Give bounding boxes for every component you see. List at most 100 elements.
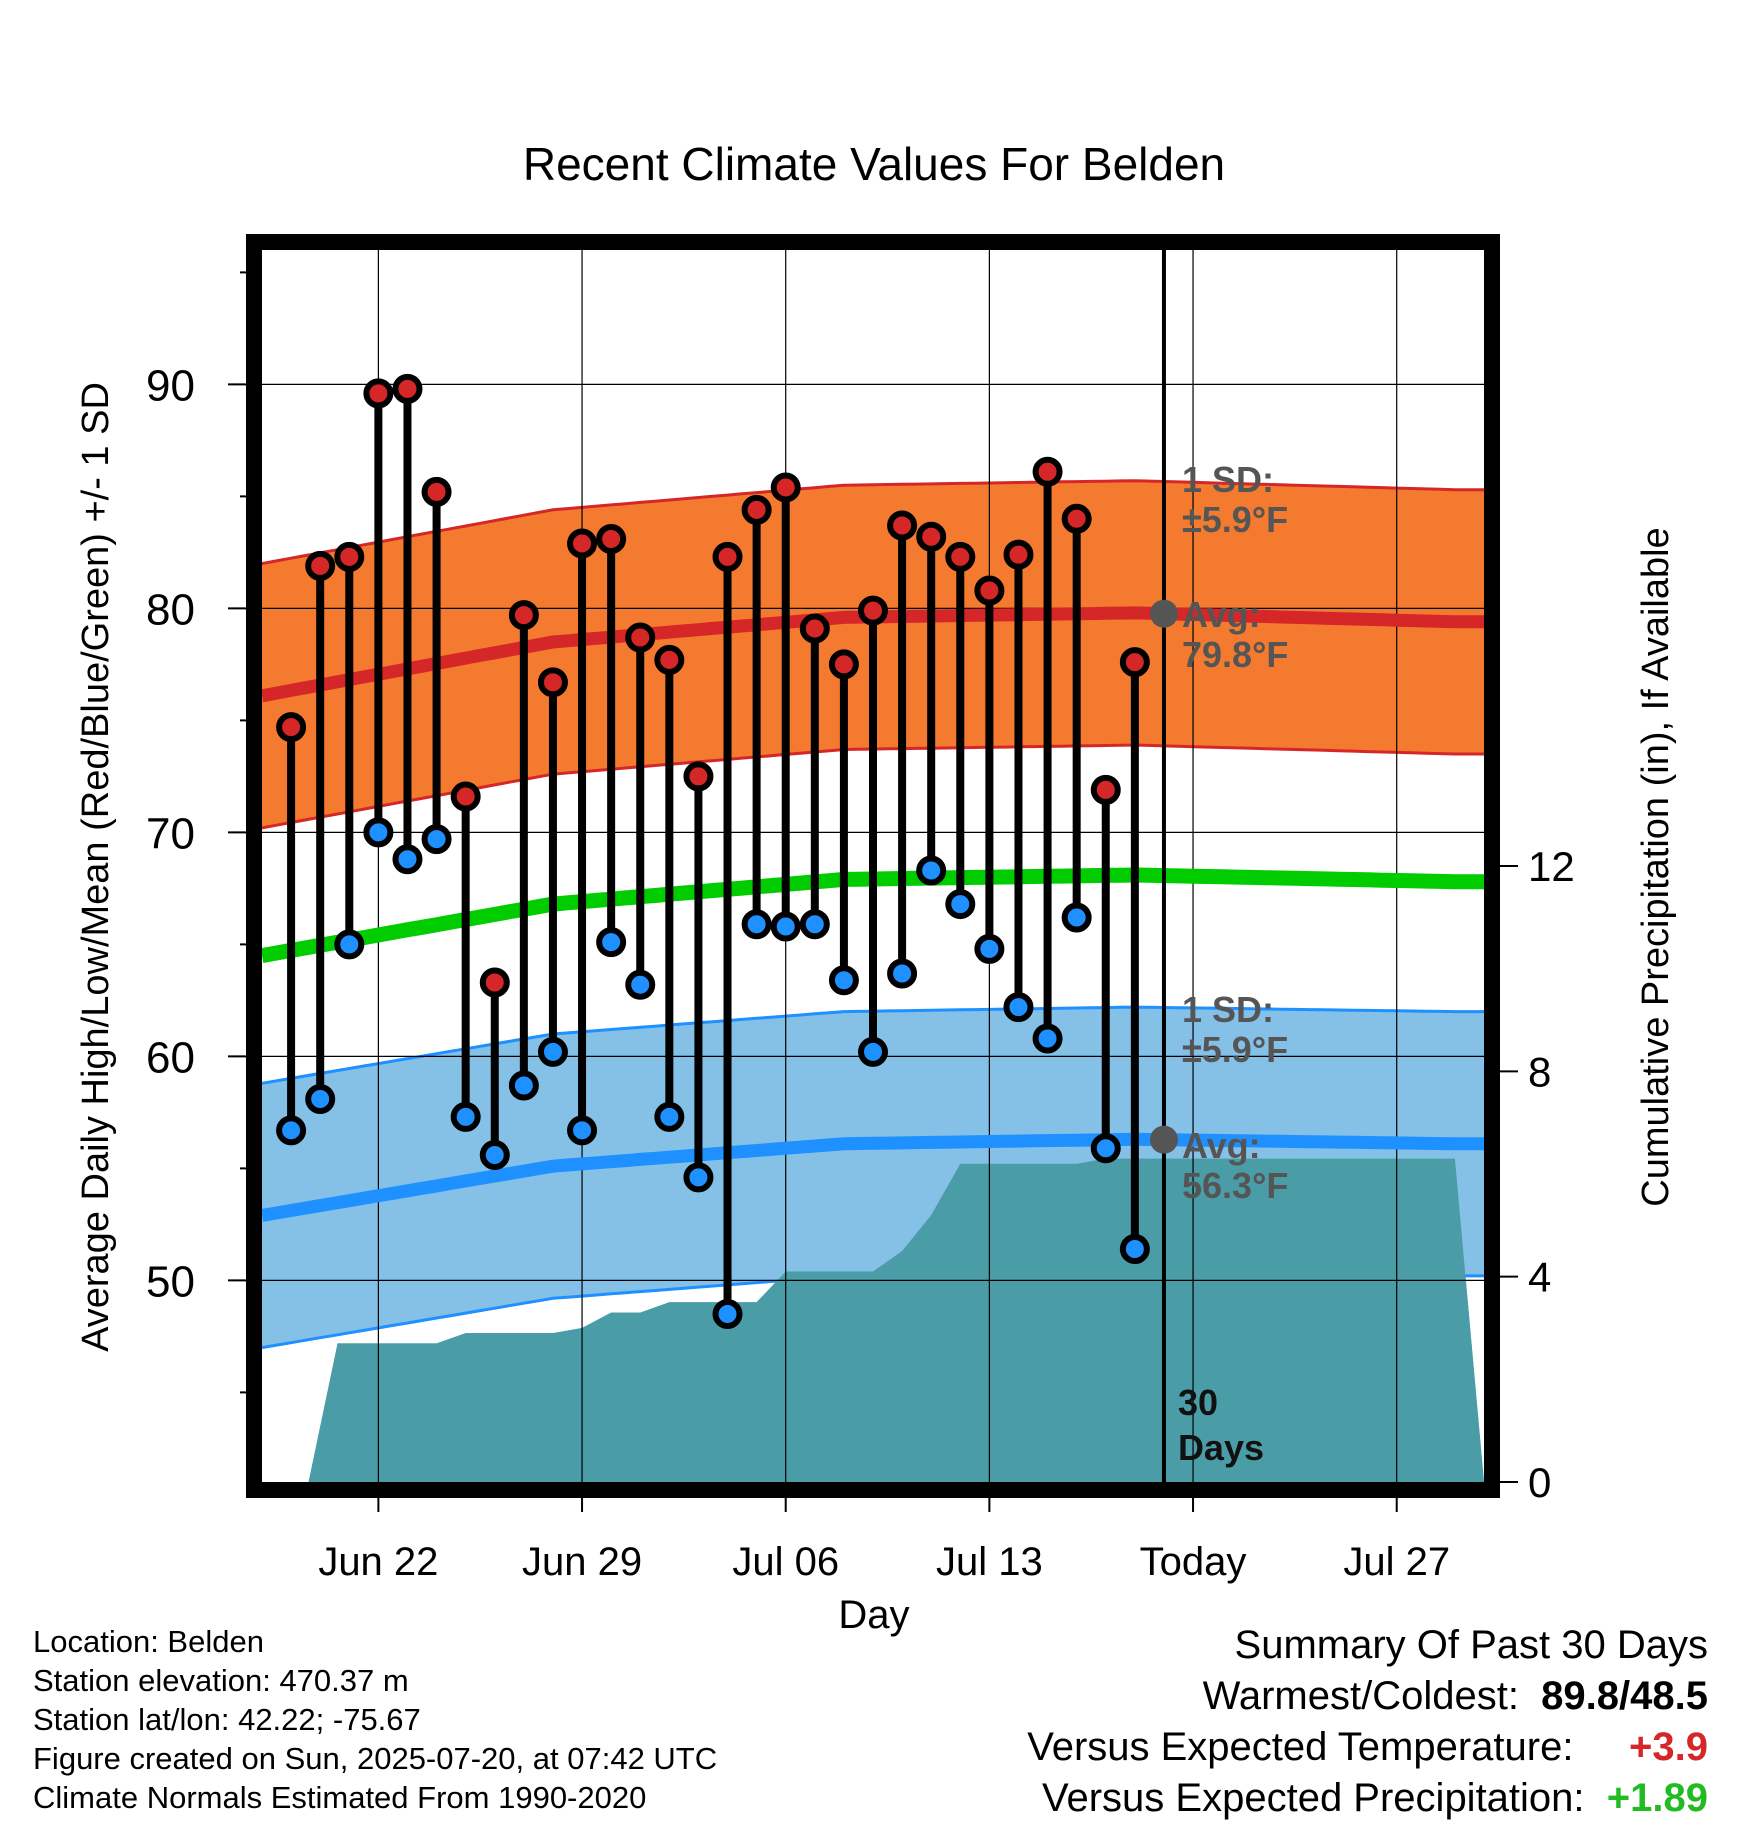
high-point — [479, 967, 510, 998]
high-point — [625, 622, 656, 653]
y-left-tick-label: 90 — [146, 361, 195, 410]
low-avg-marker — [1149, 1125, 1178, 1154]
low-point — [1090, 1133, 1121, 1164]
low-point — [1032, 1023, 1063, 1054]
created-text: Figure created on Sun, 2025-07-20, at 07… — [33, 1741, 718, 1776]
low-point — [1119, 1234, 1150, 1265]
low-point — [974, 933, 1005, 964]
low-point — [334, 929, 365, 960]
high-point — [828, 649, 859, 680]
low-point — [916, 855, 947, 886]
high-point — [1003, 539, 1034, 570]
latlon-text: Station lat/lon: 42.22; -75.67 — [33, 1702, 421, 1737]
y-right-tick-label: 8 — [1528, 1048, 1551, 1095]
x-tick-label: Today — [1140, 1540, 1247, 1584]
y-right-tick-label: 0 — [1528, 1459, 1551, 1506]
high-sd-value: ±5.9°F — [1182, 499, 1288, 540]
high-point — [276, 712, 307, 743]
summary-heading: Summary Of Past 30 Days — [1234, 1623, 1708, 1667]
high-point — [537, 667, 568, 698]
high-band-upper-edge — [261, 479, 1484, 566]
high-point — [1119, 647, 1150, 678]
high-point — [305, 550, 336, 581]
days-count-label: 30 — [1178, 1382, 1218, 1423]
summary-panel: Summary Of Past 30 Days Warmest/Coldest:… — [1027, 1620, 1708, 1824]
low-point — [828, 965, 859, 996]
summary-warmest-row: Warmest/Coldest: 89.8/48.5 — [1027, 1671, 1708, 1722]
y-axis-label-left: Average Daily High/Low/Mean (Red/Blue/Gr… — [75, 382, 117, 1352]
high-point — [508, 600, 539, 631]
high-point — [683, 761, 714, 792]
low-point — [858, 1036, 888, 1067]
high-point — [770, 472, 801, 503]
x-tick-label: Jul 06 — [732, 1540, 839, 1584]
high-point — [858, 595, 888, 626]
low-point — [712, 1299, 743, 1329]
low-point — [508, 1070, 539, 1101]
y-left-tick-label: 80 — [146, 585, 195, 634]
precip-label: Versus Expected Precipitation: — [1042, 1776, 1585, 1820]
location-text: Location: Belden — [33, 1624, 264, 1659]
high-point — [567, 528, 598, 559]
high-point — [974, 575, 1005, 606]
high-point — [1090, 774, 1121, 805]
low-point — [479, 1139, 510, 1170]
x-tick-label: Jun 22 — [318, 1540, 438, 1584]
low-point — [305, 1083, 336, 1114]
low-avg-value: 56.3°F — [1182, 1165, 1288, 1206]
warmest-label: Warmest/Coldest: — [1202, 1674, 1519, 1718]
x-tick-label: Jul 27 — [1343, 1540, 1450, 1584]
low-point — [276, 1115, 307, 1146]
low-avg-label: Avg: — [1182, 1125, 1261, 1166]
low-point — [770, 911, 801, 942]
y-right-tick-label: 12 — [1528, 843, 1575, 890]
low-point — [1003, 992, 1034, 1023]
station-info: Location: Belden Station elevation: 470.… — [33, 1622, 717, 1817]
high-avg-label: Avg: — [1182, 594, 1261, 635]
y-left-tick-label: 60 — [146, 1033, 195, 1082]
x-axis-label: Day — [838, 1593, 909, 1637]
high-sd-label: 1 SD: — [1182, 459, 1274, 500]
y-left-tick-label: 70 — [146, 809, 195, 858]
low-point — [450, 1101, 481, 1132]
high-point — [945, 541, 976, 572]
low-point — [421, 824, 452, 855]
temp-label: Versus Expected Temperature: — [1027, 1725, 1574, 1769]
y-axis-label-right: Cumulative Precipitation (in), If Availa… — [1635, 527, 1677, 1206]
warmest-value: 89.8/48.5 — [1541, 1674, 1708, 1718]
high-point — [916, 521, 947, 552]
low-point — [537, 1036, 568, 1067]
low-point — [799, 909, 830, 940]
low-point — [654, 1101, 685, 1132]
temp-value: +3.9 — [1629, 1725, 1708, 1769]
low-point — [887, 958, 918, 989]
low-point — [392, 844, 423, 875]
high-avg-marker — [1149, 599, 1178, 628]
high-point — [799, 613, 830, 644]
elevation-text: Station elevation: 470.37 m — [33, 1663, 409, 1698]
low-sd-label: 1 SD: — [1182, 989, 1274, 1030]
days-word-label: Days — [1178, 1427, 1264, 1468]
high-point — [596, 523, 627, 554]
high-point — [1032, 456, 1063, 487]
normals-text: Climate Normals Estimated From 1990-2020 — [33, 1780, 647, 1815]
high-point — [392, 373, 423, 404]
low-sd-value: ±5.9°F — [1182, 1029, 1288, 1070]
high-point — [421, 476, 452, 507]
low-point — [741, 909, 772, 940]
x-tick-label: Jul 13 — [936, 1540, 1043, 1584]
low-point — [567, 1115, 598, 1146]
high-point — [712, 541, 743, 572]
high-point — [741, 494, 772, 525]
high-avg-value: 79.8°F — [1182, 634, 1288, 675]
y-left-tick-label: 50 — [146, 1257, 195, 1306]
high-point — [363, 378, 394, 409]
summary-temp-row: Versus Expected Temperature: +3.9 — [1027, 1722, 1708, 1773]
low-point — [596, 927, 627, 958]
low-point — [1061, 902, 1092, 933]
high-point — [887, 510, 918, 541]
low-point — [683, 1162, 714, 1193]
precip-value: +1.89 — [1606, 1776, 1708, 1820]
low-point — [363, 817, 394, 848]
